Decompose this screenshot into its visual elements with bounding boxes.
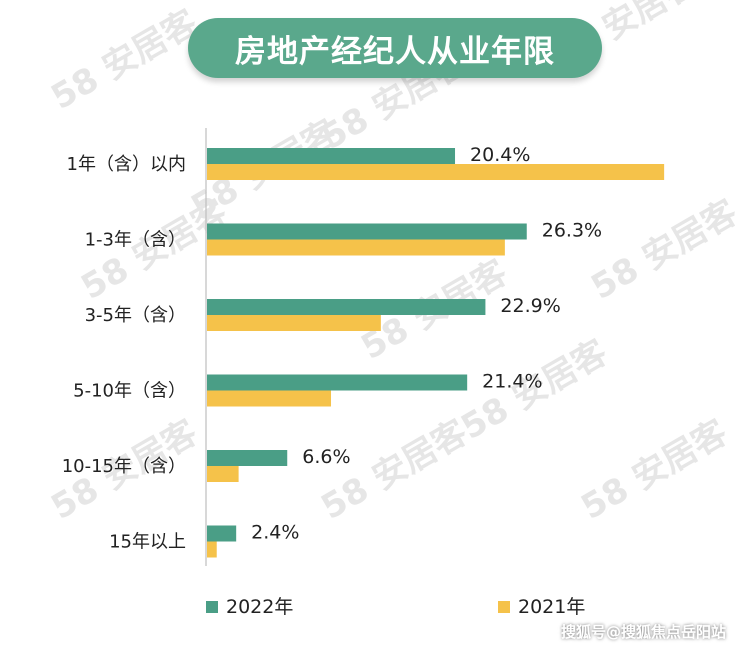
bar-2022 bbox=[207, 148, 455, 164]
bar-2021 bbox=[207, 391, 331, 407]
category-label: 1-3年（含） bbox=[85, 230, 186, 251]
data-label-2022: 20.4% bbox=[470, 144, 530, 166]
data-label-2022: 22.9% bbox=[500, 295, 560, 317]
bar-2021 bbox=[207, 164, 664, 180]
bar-2021 bbox=[207, 240, 505, 256]
footer-credit: 搜狐号@搜狐焦点岳阳站 bbox=[561, 621, 726, 642]
category-label: 10-15年（含） bbox=[62, 456, 186, 477]
legend-swatch-2022 bbox=[206, 601, 218, 613]
legend-label-2021: 2021年 bbox=[518, 596, 585, 618]
watermark-text: 58 安居客 bbox=[45, 3, 205, 118]
bar-2021 bbox=[207, 542, 217, 558]
legend-swatch-2021 bbox=[498, 601, 510, 613]
bar-2022 bbox=[207, 224, 527, 240]
watermark-text: 58 安居客 bbox=[585, 193, 740, 308]
bar-2022 bbox=[207, 299, 485, 315]
category-label: 15年以上 bbox=[109, 532, 186, 553]
category-label: 5-10年（含） bbox=[73, 381, 186, 402]
data-label-2022: 21.4% bbox=[482, 371, 542, 393]
watermark-text: 58 安居客 bbox=[575, 413, 735, 528]
chart-title: 房地产经纪人从业年限 bbox=[235, 26, 555, 71]
bar-2022 bbox=[207, 375, 467, 391]
watermark-text: 58 安居客 bbox=[315, 413, 475, 528]
data-label-2022: 26.3% bbox=[542, 220, 602, 242]
chart-title-pill: 房地产经纪人从业年限 bbox=[188, 18, 602, 78]
bar-2021 bbox=[207, 466, 239, 482]
legend-label-2022: 2022年 bbox=[226, 596, 293, 618]
data-label-2022: 6.6% bbox=[302, 446, 350, 468]
data-label-2022: 2.4% bbox=[251, 522, 299, 544]
bar-2022 bbox=[207, 526, 236, 542]
bar-2021 bbox=[207, 315, 381, 331]
bar-2022 bbox=[207, 450, 287, 466]
category-label: 3-5年（含） bbox=[85, 305, 186, 326]
category-label: 1年（含）以内 bbox=[67, 154, 186, 175]
